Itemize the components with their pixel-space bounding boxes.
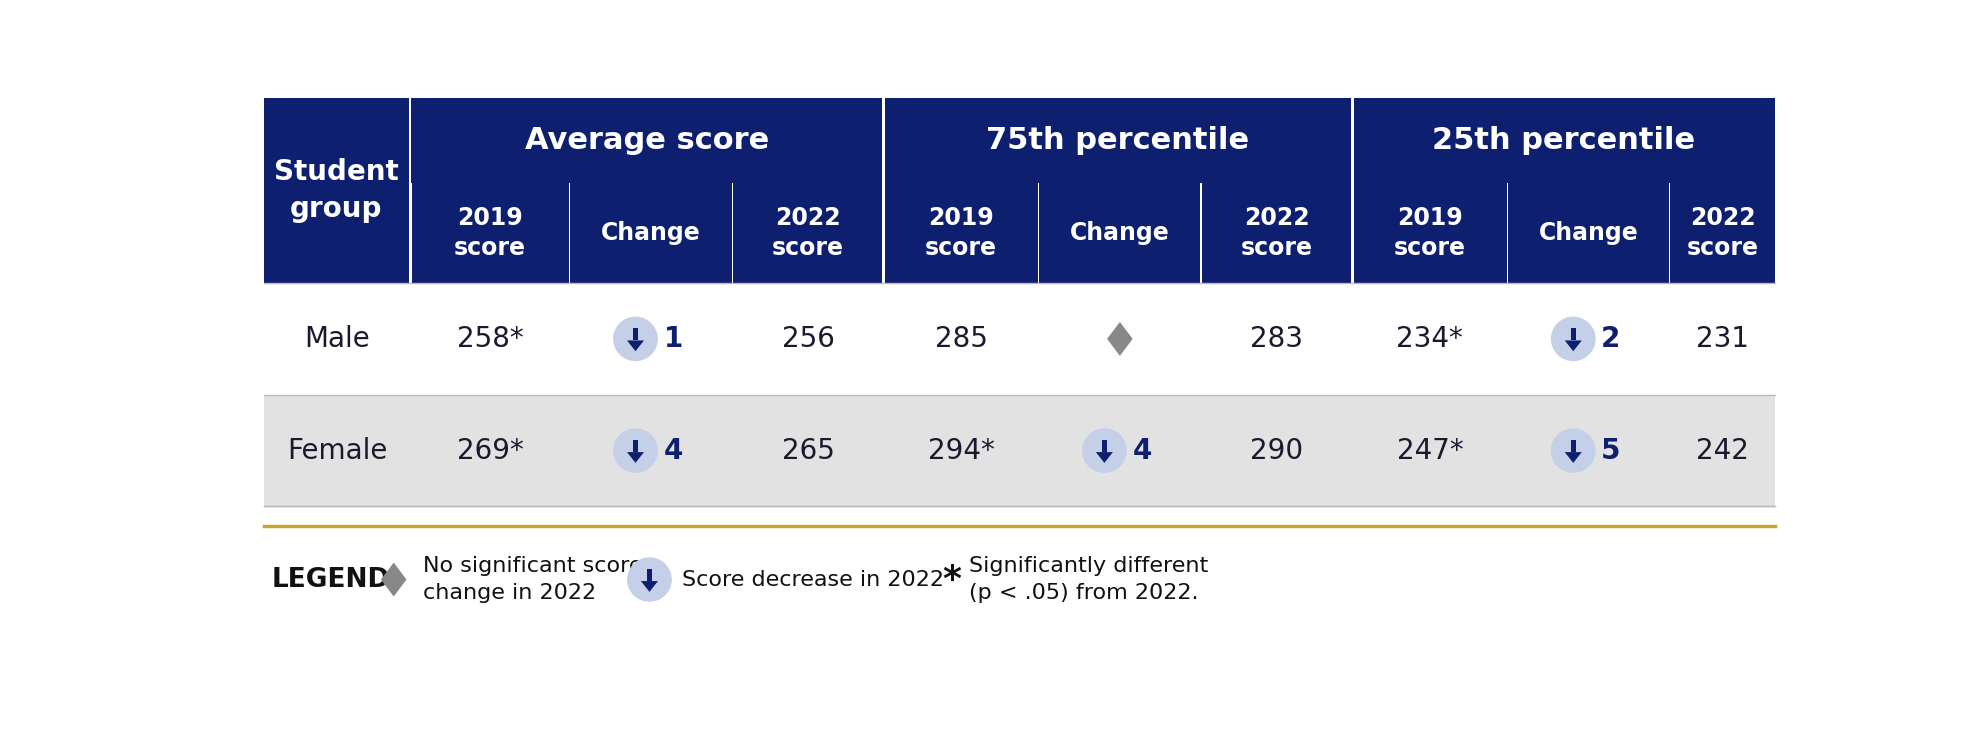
Text: 247*: 247* [1397,436,1462,464]
Bar [885,183,1038,283]
Bar [633,328,639,341]
Text: 2019
score: 2019 score [454,206,526,260]
Bar [411,183,569,283]
Text: LEGEND: LEGEND [272,567,389,593]
Text: Change: Change [1540,221,1639,245]
Bar [1040,183,1200,283]
Polygon shape [1565,452,1581,463]
Text: 269*: 269* [456,436,524,464]
Text: 1: 1 [663,325,682,353]
Bar [633,440,639,452]
Polygon shape [1095,452,1113,463]
Bar [264,283,1776,395]
Text: 2022
score: 2022 score [772,206,843,260]
Text: 283: 283 [1250,325,1303,353]
Text: 242: 242 [1696,436,1748,464]
Polygon shape [1565,341,1581,351]
Bar [883,98,1353,183]
Polygon shape [1107,322,1133,356]
Circle shape [1083,429,1127,472]
Text: Change: Change [1069,221,1171,245]
Circle shape [613,318,657,361]
Bar [1351,98,1353,283]
Bar [264,98,409,283]
Text: 290: 290 [1250,436,1303,464]
Bar [264,395,1776,506]
Text: 75th percentile: 75th percentile [986,126,1250,155]
Bar [1353,183,1506,283]
Text: 265: 265 [782,436,835,464]
Polygon shape [381,562,407,597]
Bar [883,98,885,283]
Circle shape [1551,429,1595,472]
Text: 234*: 234* [1397,325,1464,353]
Text: Significantly different
(p < .05) from 2022.: Significantly different (p < .05) from 2… [968,556,1208,603]
Text: 285: 285 [934,325,988,353]
Text: Change: Change [601,221,700,245]
Bar [647,569,653,581]
Polygon shape [627,341,645,351]
Bar [411,98,883,183]
Text: 294*: 294* [929,436,994,464]
Bar [1508,183,1669,283]
Text: 256: 256 [782,325,835,353]
Text: 258*: 258* [456,325,524,353]
Text: 2019
score: 2019 score [925,206,998,260]
Polygon shape [641,581,659,592]
Bar [1353,98,1776,183]
Text: Female: Female [288,436,387,464]
Text: 2: 2 [1601,325,1621,353]
Text: 231: 231 [1696,325,1750,353]
Text: No significant score
change in 2022: No significant score change in 2022 [423,556,643,603]
Text: 5: 5 [1601,436,1621,464]
Text: Score decrease in 2022: Score decrease in 2022 [682,570,944,590]
Text: 25th percentile: 25th percentile [1432,126,1694,155]
Text: 2019
score: 2019 score [1395,206,1466,260]
Bar [1101,440,1107,452]
Text: Average score: Average score [526,126,770,155]
Bar [1571,440,1575,452]
Text: 4: 4 [663,436,682,464]
Bar [734,183,883,283]
Circle shape [613,429,657,472]
Text: 2022
score: 2022 score [1686,206,1758,260]
Text: Male: Male [304,325,369,353]
Text: Student
group: Student group [274,158,399,223]
Text: 2022
score: 2022 score [1240,206,1313,260]
Bar [1571,328,1575,341]
Text: *: * [942,562,960,597]
Bar [571,183,732,283]
Circle shape [1551,318,1595,361]
Bar [1671,183,1776,283]
Polygon shape [627,452,645,463]
Text: 4: 4 [1133,436,1151,464]
Bar [1202,183,1351,283]
Circle shape [627,558,671,601]
